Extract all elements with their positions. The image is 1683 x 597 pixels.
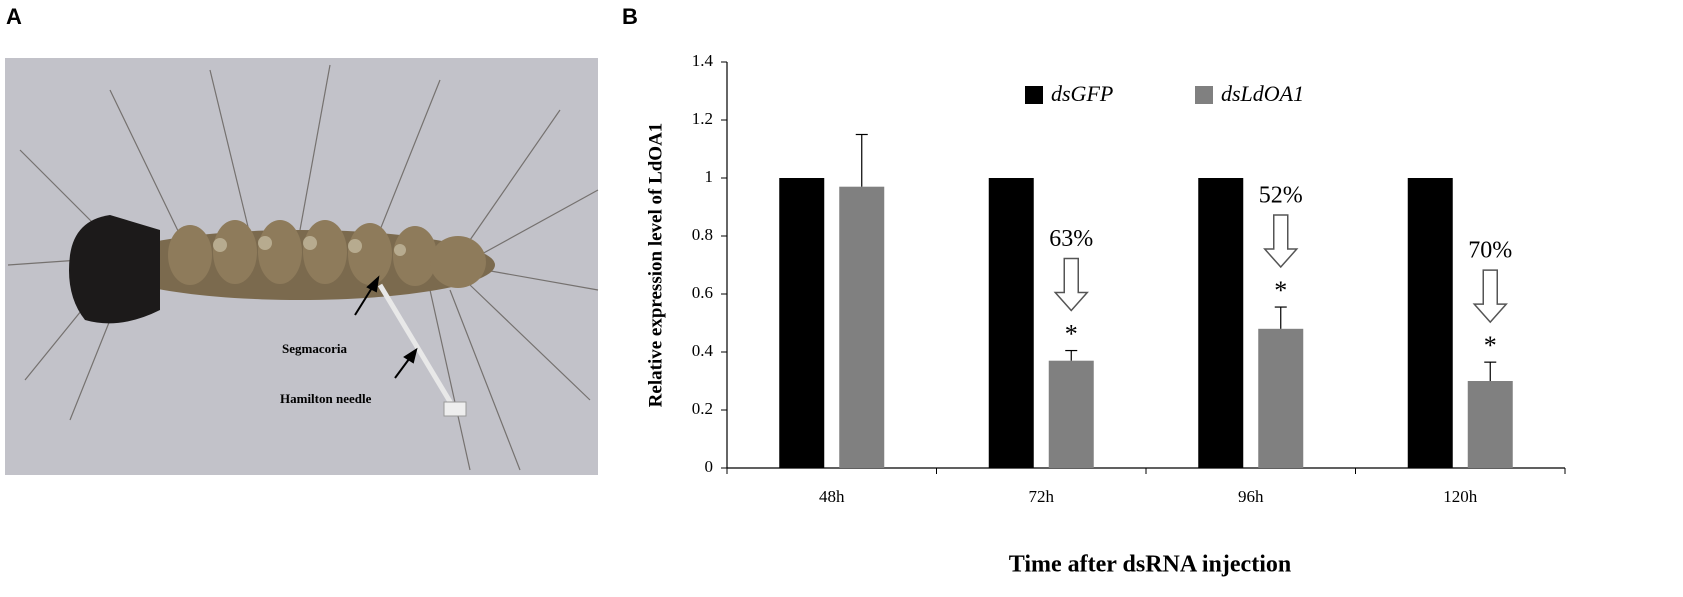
bar bbox=[1048, 360, 1094, 468]
bar bbox=[1198, 178, 1244, 468]
bar bbox=[839, 186, 885, 468]
y-tick-label: 0 bbox=[705, 457, 714, 476]
y-tick-label: 0.6 bbox=[692, 283, 713, 302]
significance-label: * bbox=[1065, 320, 1078, 349]
legend-swatch bbox=[1195, 86, 1213, 104]
bar bbox=[779, 178, 825, 468]
y-tick-label: 1.4 bbox=[692, 51, 714, 70]
x-tick-label: 72h bbox=[1029, 487, 1055, 506]
y-tick-label: 1 bbox=[705, 167, 714, 186]
legend-label: dsLdOA1 bbox=[1221, 81, 1304, 106]
x-tick-label: 120h bbox=[1443, 487, 1478, 506]
pointer-arrows bbox=[354, 275, 418, 379]
y-tick-label: 0.4 bbox=[692, 341, 714, 360]
reduction-label: 63% bbox=[1049, 226, 1093, 252]
bar bbox=[1258, 328, 1304, 468]
y-tick-label: 0.8 bbox=[692, 225, 713, 244]
significance-label: * bbox=[1274, 276, 1287, 305]
photo-annotation: Segmacoria bbox=[282, 341, 347, 356]
reduction-arrow bbox=[1263, 214, 1299, 269]
y-tick-label: 0.2 bbox=[692, 399, 713, 418]
legend-swatch bbox=[1025, 86, 1043, 104]
panel-label: B bbox=[622, 4, 638, 29]
bar bbox=[1467, 381, 1513, 468]
significance-label: * bbox=[1484, 331, 1497, 360]
caterpillar-head bbox=[69, 215, 160, 324]
panel-label: A bbox=[6, 4, 22, 29]
bar bbox=[988, 178, 1034, 468]
photo-annotation: Hamilton needle bbox=[280, 391, 372, 406]
reduction-label: 52% bbox=[1259, 183, 1303, 209]
reduction-label: 70% bbox=[1468, 238, 1512, 264]
bar bbox=[1407, 178, 1453, 468]
reduction-arrow bbox=[1053, 257, 1089, 312]
legend-label: dsGFP bbox=[1051, 81, 1113, 106]
hairs bbox=[7, 64, 599, 471]
segments bbox=[168, 220, 486, 288]
y-tick-label: 1.2 bbox=[692, 109, 713, 128]
needle bbox=[377, 283, 458, 412]
needle-tip bbox=[443, 401, 467, 417]
x-tick-label: 96h bbox=[1238, 487, 1264, 506]
x-tick-label: 48h bbox=[819, 487, 845, 506]
photo: Segmacoria Hamilton needle bbox=[5, 58, 599, 475]
reduction-arrow bbox=[1472, 269, 1508, 324]
x-axis-label: Time after dsRNA injection bbox=[1009, 552, 1291, 578]
spots bbox=[213, 236, 406, 256]
y-axis-label: Relative expression level of LdOA1 bbox=[645, 123, 666, 408]
